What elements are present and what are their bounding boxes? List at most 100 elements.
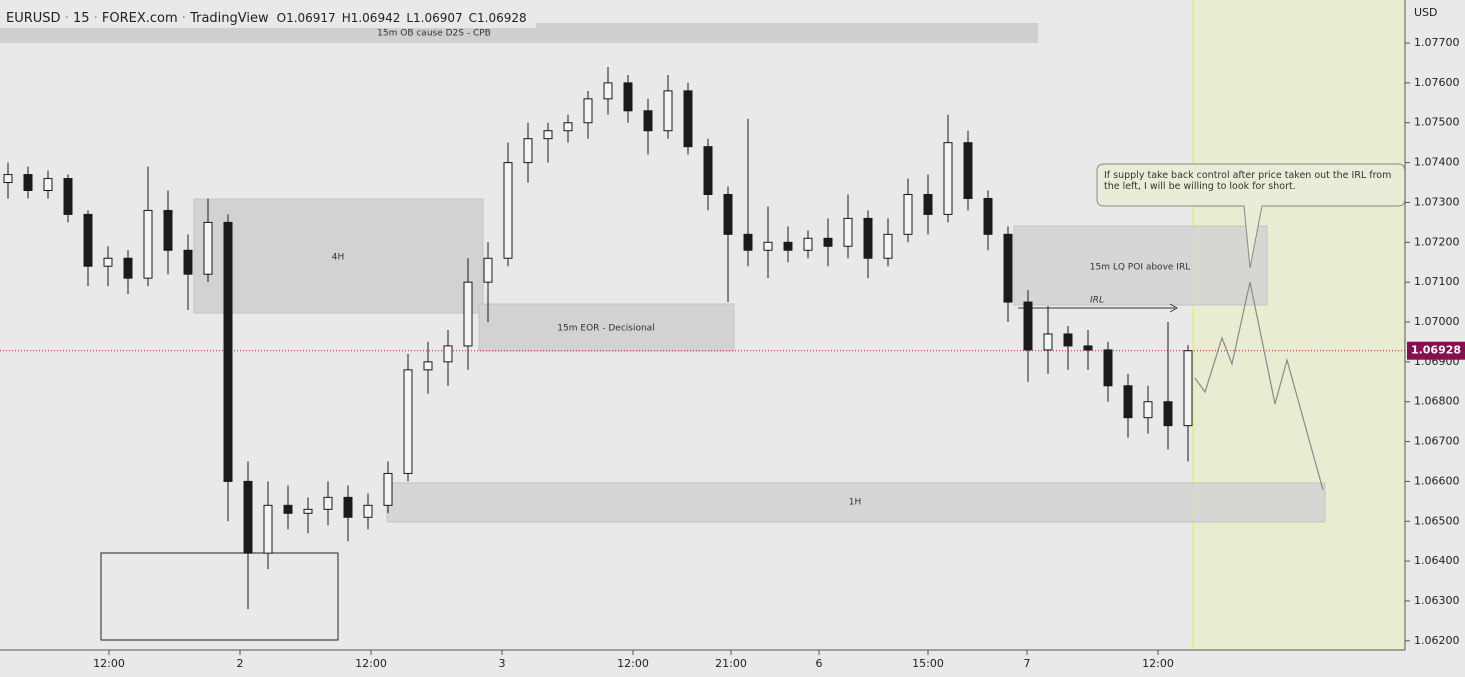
candle-body: [183, 249, 193, 275]
candle-body: [723, 193, 733, 235]
y-tick-label: 1.06300: [1414, 594, 1460, 607]
h1-label: 1H: [849, 498, 862, 508]
low: L1.06907: [406, 11, 462, 25]
candle-body: [143, 209, 153, 279]
candle-body: [243, 480, 253, 554]
x-tick-label: 12:00: [355, 657, 387, 670]
candle-body: [763, 241, 773, 251]
candle-body: [443, 345, 453, 363]
candle-body: [843, 217, 853, 247]
y-tick-label: 1.07400: [1414, 156, 1460, 169]
broker: FOREX.com: [102, 11, 178, 26]
candle-body: [1043, 333, 1053, 351]
source: TradingView: [189, 11, 269, 26]
candle-body: [403, 369, 413, 474]
y-tick-label: 1.06400: [1414, 554, 1460, 567]
sep: ·: [61, 11, 73, 26]
candle-body: [343, 496, 353, 518]
candle-body: [943, 142, 953, 215]
y-tick-label: 1.07600: [1414, 76, 1460, 89]
note-text: If supply take back control after price …: [1104, 170, 1392, 192]
candle-body: [643, 110, 653, 132]
interval: 15: [73, 11, 90, 26]
candle-body: [323, 496, 333, 510]
last-price-tag: [1407, 341, 1465, 360]
candle-body: [1123, 385, 1133, 419]
x-tick-label: 7: [1024, 657, 1031, 670]
candle-body: [583, 98, 593, 124]
candle-body: [283, 504, 293, 514]
irl-arrowhead: [1169, 303, 1179, 313]
price-axis: [1405, 0, 1465, 677]
candle-body: [543, 130, 553, 140]
y-tick-label: 1.07200: [1414, 235, 1460, 248]
candle-body: [623, 82, 633, 112]
candle-body: [263, 504, 273, 554]
symbol: EURUSD: [6, 11, 61, 26]
candle-body: [3, 174, 13, 184]
unit-label: USD: [1414, 6, 1438, 19]
candles: [3, 66, 1193, 609]
h4-zone: [193, 198, 484, 314]
candle-body: [43, 178, 53, 191]
x-tick-label: 3: [499, 657, 506, 670]
candle-body: [23, 174, 33, 191]
candle-body: [703, 146, 713, 195]
header-text: EURUSD · 15 · FOREX.com · TradingView O1.…: [6, 11, 527, 26]
candle-body: [423, 361, 433, 371]
candle-body: [1143, 401, 1153, 419]
candle-body: [203, 221, 213, 275]
y-tick-label: 1.07100: [1414, 275, 1460, 288]
irl-label: IRL: [1090, 296, 1104, 306]
y-tick-label: 1.07500: [1414, 116, 1460, 129]
candle-body: [1103, 349, 1113, 387]
y-tick-label: 1.06500: [1414, 514, 1460, 527]
future-zone: [1193, 0, 1405, 650]
candle-body: [103, 257, 113, 267]
y-tick-label: 1.06200: [1414, 634, 1460, 647]
lq-zone: [1013, 225, 1268, 306]
candle-body: [783, 241, 793, 251]
candle-body: [383, 472, 393, 506]
projection-path: [1194, 281, 1324, 491]
candle-body: [1023, 301, 1033, 351]
candle-body: [903, 193, 913, 235]
candle-body: [883, 233, 893, 259]
x-tick-label: 12:00: [93, 657, 125, 670]
x-tick-label: 21:00: [715, 657, 747, 670]
y-tick-label: 1.06700: [1414, 435, 1460, 448]
candle-body: [663, 90, 673, 132]
sep: ·: [178, 11, 190, 26]
candle-body: [163, 209, 173, 251]
sep: ·: [90, 11, 102, 26]
note-callout: [1096, 163, 1406, 269]
y-tick-label: 1.07700: [1414, 36, 1460, 49]
candle-body: [1063, 333, 1073, 347]
y-tick-label: 1.06800: [1414, 395, 1460, 408]
last-price-label: 1.06928: [1411, 344, 1461, 357]
candle-body: [963, 142, 973, 199]
eor-zone: [478, 303, 735, 352]
candle-body: [803, 237, 813, 251]
candle-body: [463, 281, 473, 347]
candle-body: [1183, 350, 1193, 427]
header: EURUSD · 15 · FOREX.com · TradingView O1.…: [0, 8, 536, 28]
candle-body: [63, 178, 73, 215]
candle-body: [363, 504, 373, 518]
eor-label: 15m EOR - Decisional: [557, 324, 654, 334]
candle-body: [1163, 401, 1173, 427]
x-tick-label: 6: [816, 657, 823, 670]
candle-body: [823, 237, 833, 247]
y-tick-label: 1.07000: [1414, 315, 1460, 328]
x-tick-label: 15:00: [912, 657, 944, 670]
candle-body: [923, 193, 933, 215]
ob-label: 15m OB cause D2S - CPB: [377, 29, 491, 39]
candle-body: [1083, 345, 1093, 351]
x-tick-label: 12:00: [617, 657, 649, 670]
lq-label: 15m LQ POI above IRL: [1090, 263, 1190, 273]
high: H1.06942: [342, 11, 401, 25]
candle-body: [503, 162, 513, 259]
candle-body: [223, 221, 233, 482]
